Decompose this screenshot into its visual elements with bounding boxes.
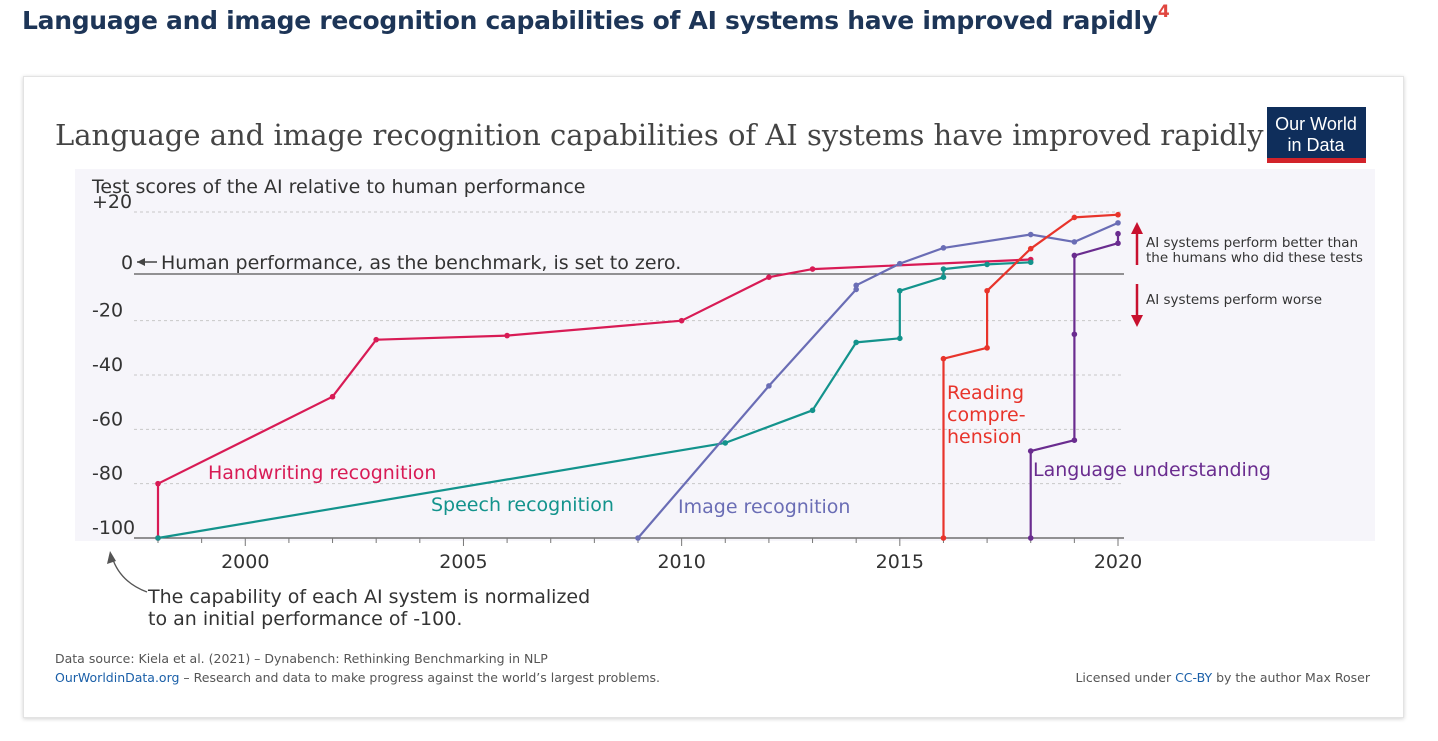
x-tick-label: 2000 [221, 551, 269, 573]
y-tick-label: -80 [92, 463, 123, 485]
series-points [155, 211, 1121, 541]
series-point-3 [1115, 211, 1121, 218]
series-point-3 [1027, 245, 1034, 252]
series-point-4 [1027, 448, 1034, 454]
y-axis-label: Test scores of the AI relative to human … [91, 176, 585, 198]
series-point-4 [1027, 535, 1034, 541]
page-heading-text: Language and image recognition capabilit… [22, 6, 1158, 35]
owid-logo[interactable]: Our World in Data [1267, 107, 1366, 163]
y-tick-label: -100 [92, 517, 135, 539]
y-tick-label: 0 [121, 252, 133, 274]
footer-license-prefix: Licensed under [1075, 670, 1175, 685]
series-label-speech: Speech recognition [431, 494, 614, 516]
series-point-1 [897, 335, 903, 342]
owid-logo-line1: Our World [1275, 114, 1357, 134]
series-point-3 [984, 287, 990, 294]
zero-arrow-icon [137, 258, 157, 266]
series-point-2 [1027, 231, 1034, 238]
series-point-4 [1071, 437, 1078, 444]
series-point-1 [897, 287, 903, 294]
chart-svg: Language and image recognition capabilit… [55, 107, 1375, 685]
series-label-reading-1: Reading [947, 382, 1024, 404]
y-axis-ticks: +20 0 -20 -40 -60 -80 -100 [92, 191, 135, 539]
series-point-1 [853, 339, 859, 346]
series-point-2 [766, 383, 772, 389]
series-point-3 [940, 355, 947, 362]
x-tick-label: 2015 [876, 551, 924, 573]
series-point-4 [1071, 331, 1078, 338]
owid-logo-line2: in Data [1287, 135, 1345, 155]
worse-arrow-icon [1131, 284, 1143, 327]
series-point-0 [678, 317, 685, 324]
series-label-image: Image recognition [678, 496, 850, 518]
y-tick-label: -40 [92, 354, 123, 376]
series-point-1 [155, 535, 161, 541]
series-point-2 [1071, 239, 1078, 245]
series-point-0 [329, 393, 336, 400]
series-label-reading-3: hension [947, 426, 1022, 448]
curved-arrow-icon [111, 556, 148, 593]
series-point-0 [373, 336, 379, 343]
grid-lines [134, 211, 1124, 485]
footnote-ref-link[interactable]: 4 [1157, 2, 1170, 22]
footer-license-link[interactable]: CC-BY [1175, 670, 1212, 685]
series-label-handwriting: Handwriting recognition [208, 462, 436, 484]
series-point-1 [984, 261, 990, 268]
series-point-0 [504, 332, 510, 339]
series-point-3 [940, 535, 947, 541]
series-point-2 [940, 245, 947, 251]
footer-site-line: OurWorldinData.org – Research and data t… [55, 670, 660, 685]
series-point-4 [1115, 240, 1121, 247]
series-point-2 [897, 260, 903, 267]
below-annotation: AI systems perform worse [1146, 292, 1322, 308]
series-point-1 [940, 274, 947, 280]
series-point-0 [809, 266, 816, 272]
series-line-1 [157, 261, 1031, 540]
plot-background [75, 169, 1375, 541]
series-point-1 [940, 266, 947, 272]
owid-logo-background [1267, 107, 1366, 158]
series-point-2 [853, 286, 859, 293]
owid-logo-accent [1267, 158, 1366, 163]
series-point-3 [984, 345, 990, 351]
x-tick-label: 2020 [1094, 551, 1142, 573]
x-axis: 2000 2005 2010 2015 2020 [134, 537, 1142, 573]
footer-license: Licensed under CC-BY by the author Max R… [1075, 670, 1370, 685]
y-tick-label: -20 [92, 300, 123, 322]
series-point-1 [722, 440, 729, 446]
above-annotation-line2: the humans who did these tests [1146, 250, 1363, 266]
x-tick-label: 2005 [439, 551, 487, 573]
curved-arrow-head-icon [107, 551, 116, 564]
bottom-annotation-line1: The capability of each AI system is norm… [147, 586, 590, 608]
footer-license-suffix: by the author Max Roser [1212, 670, 1371, 685]
series-point-4 [1115, 230, 1121, 237]
series-label-reading-2: compre- [947, 404, 1026, 426]
series-point-1 [1027, 259, 1034, 266]
series-point-4 [1071, 252, 1078, 259]
series-point-2 [853, 282, 859, 289]
footer-site-link[interactable]: OurWorldinData.org [55, 670, 179, 685]
zero-annotation: Human performance, as the benchmark, is … [161, 252, 681, 274]
y-tick-label: +20 [92, 191, 132, 213]
series-point-1 [809, 407, 816, 414]
footer-site-rest: – Research and data to make progress aga… [179, 670, 660, 685]
chart-card: Language and image recognition capabilit… [23, 76, 1404, 718]
series-point-2 [1115, 220, 1121, 226]
bottom-annotation-line2: to an initial performance of -100. [148, 608, 462, 630]
series-point-3 [1071, 214, 1078, 221]
above-annotation-line1: AI systems perform better than [1146, 235, 1358, 251]
series-point-2 [635, 535, 641, 541]
y-tick-label: -60 [92, 408, 123, 430]
series-label-language: Language understanding [1033, 459, 1271, 481]
footer-source: Data source: Kiela et al. (2021) – Dynab… [55, 651, 548, 666]
chart-title: Language and image recognition capabilit… [55, 118, 1264, 152]
series-point-0 [766, 274, 772, 280]
series-point-0 [155, 480, 161, 487]
page-heading: Language and image recognition capabilit… [22, 2, 1170, 35]
better-arrow-icon [1131, 222, 1143, 265]
x-tick-label: 2010 [657, 551, 705, 573]
